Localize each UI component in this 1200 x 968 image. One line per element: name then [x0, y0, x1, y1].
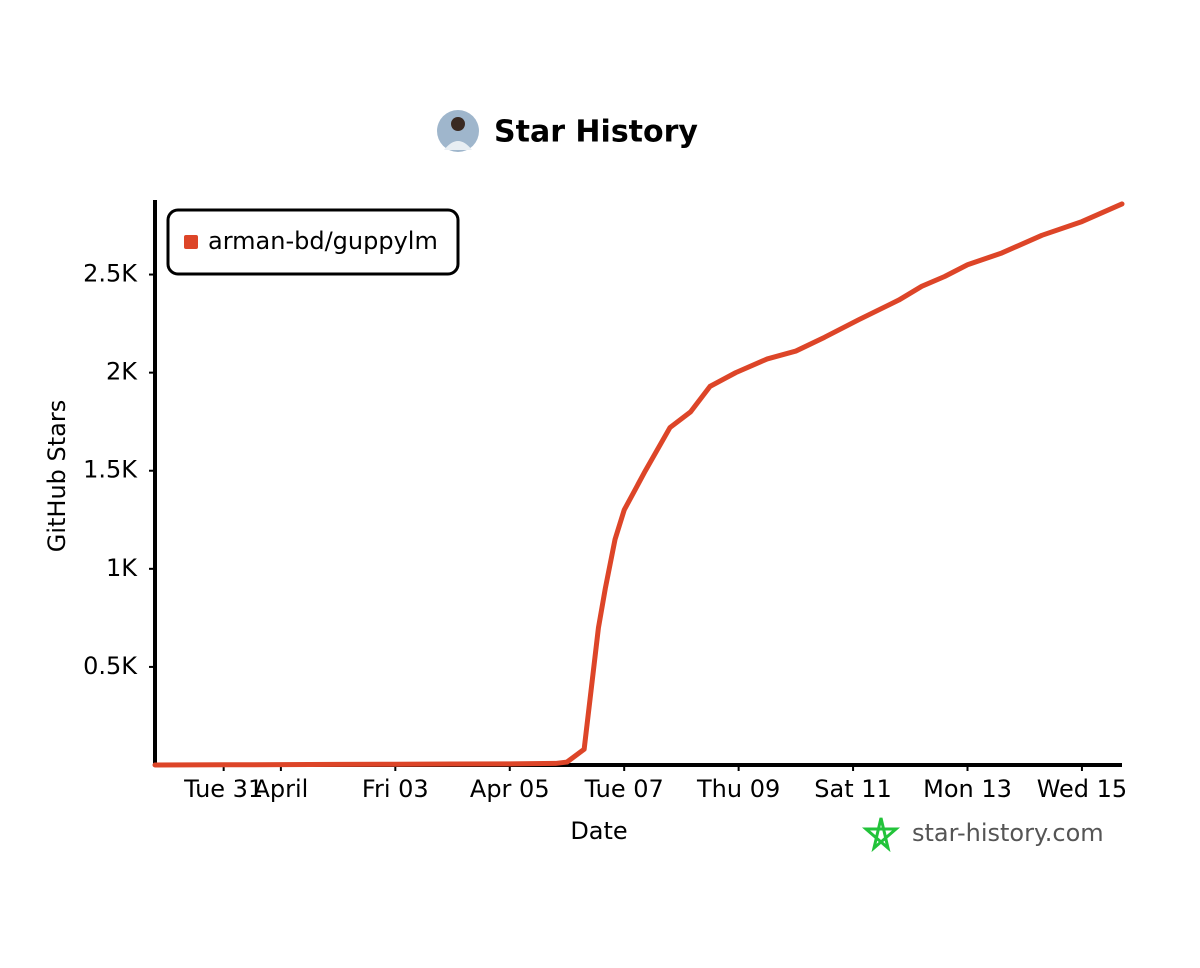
x-tick-label: April	[253, 775, 308, 803]
watermark: star-history.com	[912, 819, 1104, 847]
y-tick-label: 2.5K	[83, 260, 138, 288]
y-axis-label: GitHub Stars	[43, 400, 71, 553]
x-tick-label: Tue 07	[584, 775, 664, 803]
x-tick-label: Sat 11	[814, 775, 892, 803]
y-tick-label: 1.5K	[83, 456, 138, 484]
legend-box	[166, 208, 460, 276]
y-tick-label: 1K	[106, 554, 138, 582]
x-tick-label: Thu 09	[696, 775, 780, 803]
chart-title: Star History	[494, 115, 698, 150]
avatar	[437, 110, 479, 152]
x-tick-label: Tue 31	[183, 775, 263, 803]
y-tick-label: 0.5K	[83, 652, 138, 680]
legend-label: arman-bd/guppylm	[208, 227, 438, 255]
x-tick-label: Apr 05	[470, 775, 550, 803]
x-tick-label: Fri 03	[362, 775, 429, 803]
x-axis-label: Date	[570, 817, 627, 845]
x-tick-label: Wed 15	[1037, 775, 1128, 803]
series-line	[152, 201, 1125, 768]
watermark-logo	[861, 817, 901, 853]
x-tick-label: Mon 13	[923, 775, 1012, 803]
legend-swatch	[184, 235, 198, 249]
y-tick-label: 2K	[106, 358, 138, 386]
